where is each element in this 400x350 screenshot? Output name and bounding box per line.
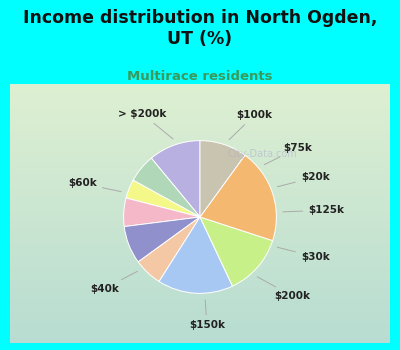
Wedge shape: [200, 217, 273, 286]
Wedge shape: [133, 158, 200, 217]
Wedge shape: [138, 217, 200, 281]
Wedge shape: [126, 180, 200, 217]
Text: $75k: $75k: [264, 143, 312, 164]
Text: $200k: $200k: [257, 277, 310, 301]
Text: $100k: $100k: [229, 110, 273, 140]
Text: > $200k: > $200k: [118, 109, 173, 139]
Wedge shape: [159, 217, 232, 293]
Text: $60k: $60k: [68, 178, 121, 192]
Wedge shape: [124, 198, 200, 226]
Text: $20k: $20k: [277, 172, 330, 187]
Text: $125k: $125k: [283, 205, 344, 215]
Text: Income distribution in North Ogden,
UT (%): Income distribution in North Ogden, UT (…: [23, 9, 377, 48]
Text: Multirace residents: Multirace residents: [127, 70, 273, 83]
Wedge shape: [200, 155, 276, 240]
Wedge shape: [124, 217, 200, 262]
Text: $40k: $40k: [90, 271, 137, 294]
Wedge shape: [200, 141, 245, 217]
Text: $30k: $30k: [277, 247, 330, 262]
Text: City-Data.com: City-Data.com: [227, 149, 297, 159]
Wedge shape: [151, 141, 200, 217]
Text: $150k: $150k: [189, 300, 225, 330]
